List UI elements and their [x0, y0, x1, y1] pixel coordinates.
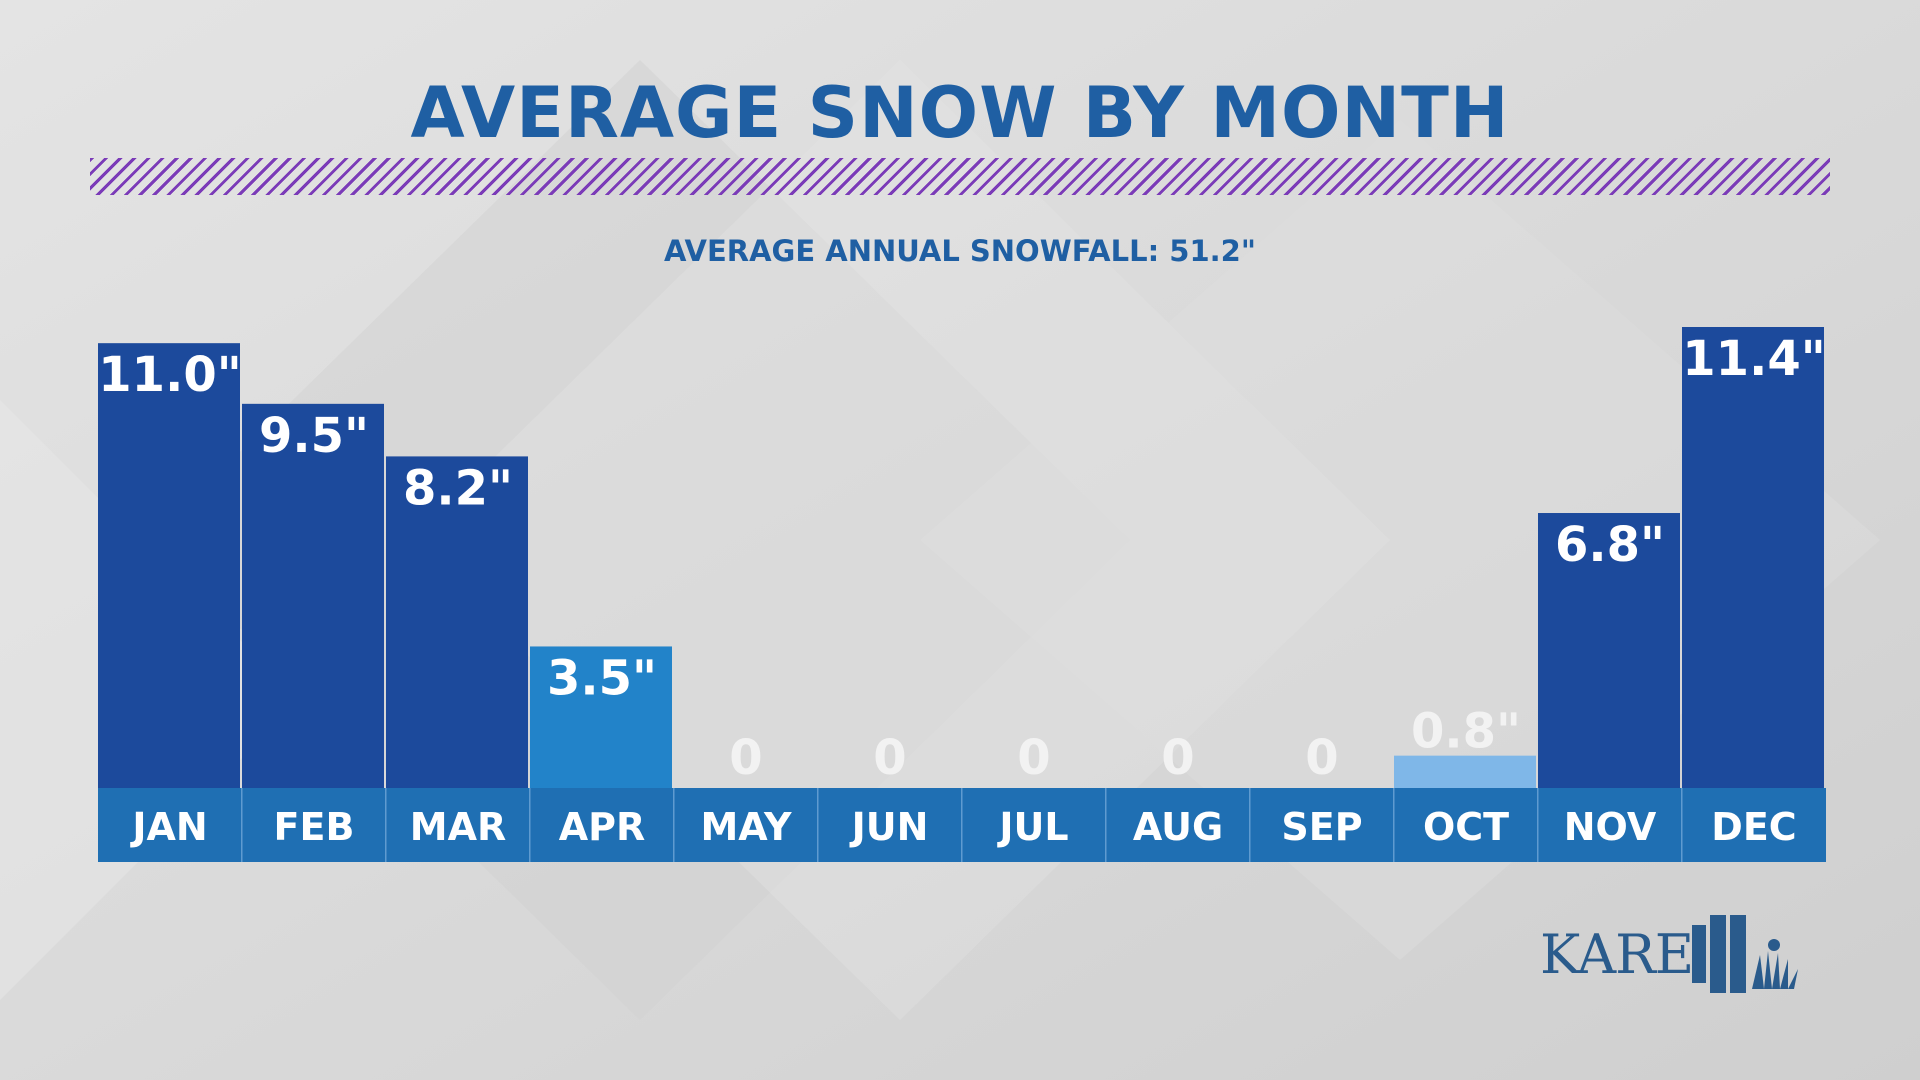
band-divider	[241, 788, 243, 862]
x-tick-label-jan: JAN	[129, 805, 207, 849]
bar-mar	[386, 456, 528, 788]
data-label-jan: 11.0"	[98, 347, 241, 403]
bar-apr	[530, 646, 672, 788]
band-divider	[1537, 788, 1539, 862]
peacock-logo-icon	[1692, 915, 1798, 993]
chart-subtitle: AVERAGE ANNUAL SNOWFALL: 51.2"	[664, 234, 1256, 268]
data-label-jun: 0	[873, 730, 906, 786]
x-tick-label-may: MAY	[700, 805, 792, 849]
bar-jan	[98, 343, 240, 788]
data-label-nov: 6.8"	[1555, 517, 1665, 573]
band-divider	[1393, 788, 1395, 862]
bar-feb	[242, 403, 384, 788]
band-divider	[817, 788, 819, 862]
band-divider	[1105, 788, 1107, 862]
band-divider	[1681, 788, 1683, 862]
x-tick-label-jun: JUN	[849, 805, 929, 849]
data-label-apr: 3.5"	[547, 650, 657, 706]
x-tick-label-apr: APR	[559, 805, 646, 849]
band-divider	[1249, 788, 1251, 862]
data-label-feb: 9.5"	[259, 408, 369, 464]
data-label-dec: 11.4"	[1682, 331, 1825, 387]
data-label-oct: 0.8"	[1411, 704, 1521, 760]
logo-text: KARE	[1540, 923, 1694, 986]
data-label-jul: 0	[1017, 730, 1050, 786]
x-tick-label-dec: DEC	[1711, 805, 1796, 849]
data-label-mar: 8.2"	[403, 460, 513, 516]
x-tick-label-nov: NOV	[1564, 805, 1657, 849]
title-divider-stripe	[90, 158, 1830, 195]
x-tick-label-aug: AUG	[1133, 805, 1223, 849]
chart-title: AVERAGE SNOW BY MONTH	[410, 72, 1510, 154]
band-divider	[529, 788, 531, 862]
x-tick-label-jul: JUL	[996, 805, 1068, 849]
x-tick-label-mar: MAR	[410, 805, 506, 849]
bar-oct	[1394, 755, 1536, 788]
x-tick-label-sep: SEP	[1281, 805, 1362, 849]
bar-nov	[1538, 513, 1680, 788]
band-divider	[961, 788, 963, 862]
bar-dec	[1682, 327, 1824, 788]
data-label-may: 0	[729, 730, 762, 786]
x-tick-label-feb: FEB	[274, 805, 355, 849]
band-divider	[673, 788, 675, 862]
x-tick-label-oct: OCT	[1423, 805, 1509, 849]
band-divider	[385, 788, 387, 862]
data-label-sep: 0	[1305, 730, 1338, 786]
data-label-aug: 0	[1161, 730, 1194, 786]
